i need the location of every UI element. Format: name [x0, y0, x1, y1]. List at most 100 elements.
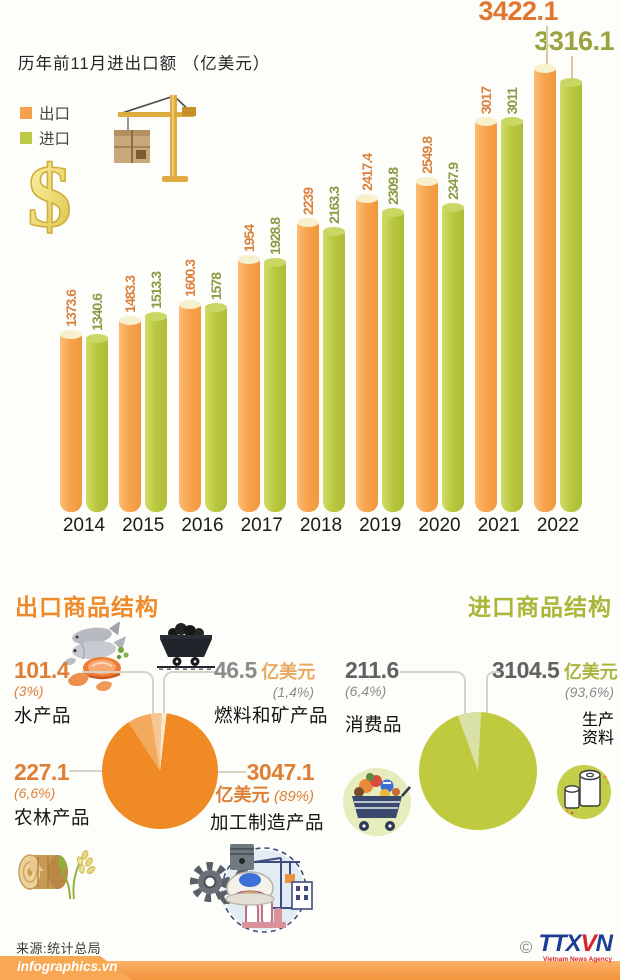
bar-chart: 3422.1 3316.1 2014 1373.6 1340.6 2015 1483.3…: [60, 0, 614, 536]
bar-进口-2022: [560, 78, 582, 512]
bar-value-出口-2016: 1600.3: [181, 260, 198, 297]
connector-fuel: [163, 671, 219, 714]
manufactured-pct: (89%): [273, 788, 314, 806]
bar-出口-2014: [60, 330, 82, 512]
bar-进口-2015: [145, 312, 168, 512]
bar-value-出口-2017: 1954: [240, 224, 257, 252]
bar-value-出口-2019: 2417.4: [359, 154, 376, 191]
export-structure-title: 出口商品结构: [15, 594, 159, 620]
bar-value-出口-2020: 2549.8: [418, 137, 435, 174]
copyright-symbol: ©: [519, 937, 533, 957]
x-axis-label-2020: 2020: [418, 515, 461, 536]
bar-出口-2015: [119, 316, 142, 512]
fuel-minerals-pct: (1,4%): [272, 683, 314, 700]
manufactured-value: 3047.1: [246, 759, 315, 785]
shopping-cart-icon: [343, 768, 411, 836]
bar-value-出口-2015: 1483.3: [122, 276, 139, 313]
bar-cap: [356, 194, 379, 203]
connector-agri: [69, 770, 103, 780]
bar-cap: [441, 203, 464, 212]
bar-进口-2016: [204, 303, 227, 512]
bar-进口-2020: [441, 203, 464, 512]
fuel-minerals-label: 燃料和矿产品: [214, 705, 329, 727]
bar-出口-2019: [356, 194, 379, 512]
bar-出口-2022: [534, 64, 556, 512]
bar-cap: [237, 255, 260, 264]
agri-forestry-label: 农林产品: [14, 806, 91, 828]
site-label: infographics.vn: [17, 959, 118, 974]
bar-进口-2021: [500, 117, 523, 512]
legend-item-import: 进口: [20, 125, 70, 150]
aquatic-label: 水产品: [14, 704, 72, 726]
x-axis-label-2019: 2019: [359, 515, 402, 536]
agency-name: TTXVN: [538, 930, 613, 957]
fuel-minerals-value: 46.5: [214, 657, 257, 683]
consumer-goods-stat: 211.6 (6,4%) 消费品: [345, 658, 402, 734]
machinery-icon: [190, 844, 313, 933]
bar-cap: [60, 330, 82, 339]
paper-roll-icon: [557, 765, 611, 819]
import-swatch: [20, 131, 32, 144]
bar-cap: [474, 117, 497, 126]
bar-进口-2014: [86, 334, 108, 512]
connector-consumer: [400, 671, 466, 714]
production-materials-label: 生产资料: [581, 712, 614, 747]
bar-出口-2017: [237, 255, 260, 512]
manufactured-stat: 3047.1 亿美元 (89%) 加工制造产品: [210, 759, 325, 833]
import-structure-title: 进口商品结构: [468, 594, 612, 620]
bottom-bar: [0, 961, 620, 980]
agri-forestry-value: 227.1: [14, 759, 70, 785]
import-legend-label: 进口: [39, 130, 71, 148]
bar-进口-2019: [382, 208, 405, 512]
bar-cap: [323, 227, 345, 236]
agri-forestry-stat: 227.1 (6,6%) 农林产品: [14, 760, 90, 827]
bar-cap: [382, 208, 405, 217]
bar-value-出口-2021: 3017: [477, 86, 494, 114]
svg-text:$: $: [27, 152, 71, 242]
consumer-goods-pct: (6,4%): [345, 683, 387, 700]
x-axis-label-2017: 2017: [240, 515, 283, 536]
agency-subtitle: Vietnam News Agency: [543, 956, 612, 963]
bar-cap: [178, 300, 201, 309]
legend-item-export: 出口: [20, 100, 70, 125]
bar-出口-2018: [297, 218, 319, 512]
x-axis-label-2018: 2018: [299, 515, 343, 536]
bar-cap: [297, 218, 319, 227]
fuel-minerals-stat: 46.5 亿美元 (1,4%) 燃料和矿产品: [214, 657, 329, 727]
bar-进口-2018: [323, 227, 345, 512]
bar-value-出口-2014: 1373.6: [63, 290, 79, 327]
x-axis-label-2015: 2015: [122, 515, 165, 536]
fuel-minerals-unit: 亿美元: [261, 662, 316, 682]
manufactured-label: 加工制造产品: [210, 811, 325, 833]
bar-value-进口-2019: 2309.8: [385, 168, 402, 205]
import-pie-chart: [419, 712, 537, 830]
bar-出口-2020: [415, 177, 438, 512]
bar-cap: [263, 258, 286, 267]
x-axis-label-2014: 2014: [62, 515, 106, 536]
bar-cap: [500, 117, 523, 126]
legend: 出口 进口: [20, 100, 70, 150]
connector-production: [486, 671, 500, 714]
bar-cap: [204, 303, 227, 312]
bar-cap: [86, 334, 108, 343]
bar-value-进口-2018: 2163.3: [326, 187, 342, 224]
dollar-icon: $: [26, 152, 72, 242]
bar-value-进口-2017: 1928.8: [266, 218, 283, 255]
agency-logo: © TTXVN Vietnam News Agency: [519, 930, 613, 964]
x-axis-label-2022: 2022: [536, 515, 580, 536]
aquatic-pct: (3%): [14, 683, 44, 700]
bar-出口-2021: [474, 117, 497, 512]
export-leader-line: [546, 26, 548, 68]
x-axis-label-2021: 2021: [477, 515, 520, 536]
production-materials-value: 3104.5: [492, 657, 560, 683]
consumer-goods-label: 消费品: [345, 713, 403, 735]
export-legend-label: 出口: [39, 105, 71, 123]
bar-cap: [560, 78, 582, 87]
aquatic-value: 101.4: [14, 657, 70, 683]
bar-value-进口-2020: 2347.9: [444, 163, 461, 200]
bar-cap: [415, 177, 438, 186]
agri-forestry-pct: (6,6%): [14, 785, 56, 802]
crane-icon: [114, 95, 196, 182]
bar-cap: [145, 312, 168, 321]
